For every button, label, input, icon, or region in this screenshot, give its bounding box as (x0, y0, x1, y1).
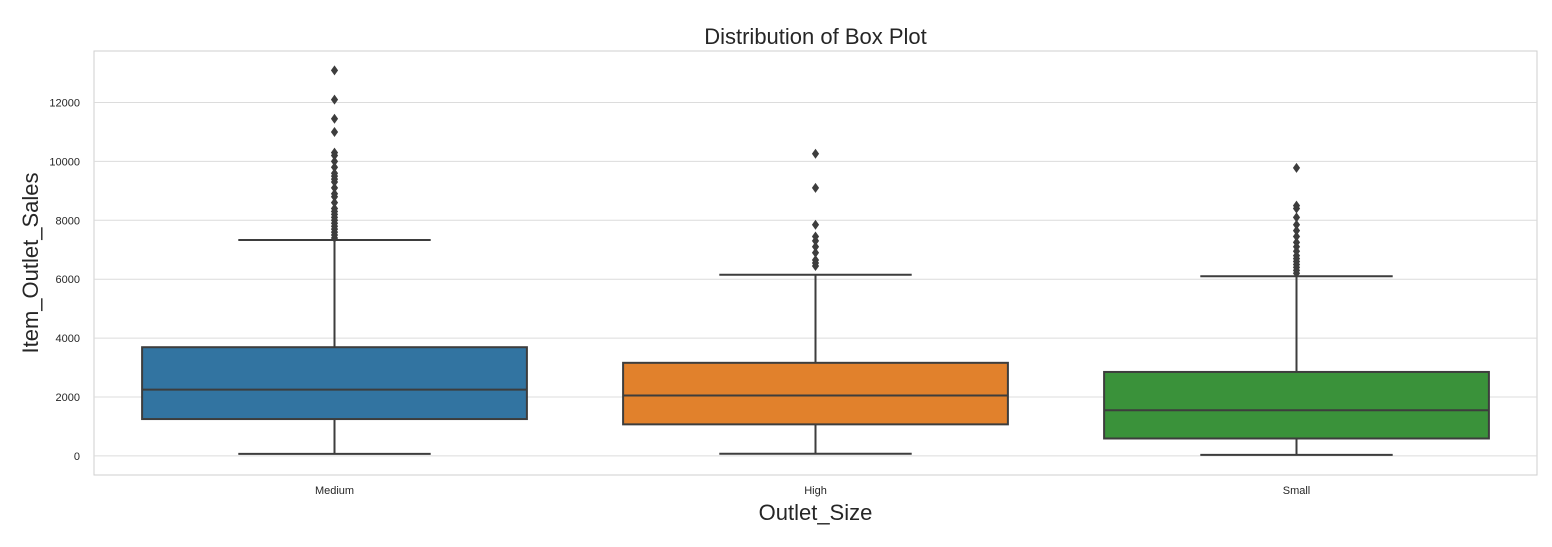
chart-title: Distribution of Box Plot (704, 24, 927, 49)
x-tick-label: Medium (315, 485, 354, 497)
outlier-point (330, 65, 339, 76)
outlier-point (1292, 237, 1301, 248)
box-group-small (1103, 162, 1490, 456)
outlier-point (811, 247, 820, 258)
box-high (622, 361, 1009, 426)
y-tick-label: 0 (74, 451, 80, 463)
y-tick-labels: 0 2000 4000 6000 8000 10000 12000 (49, 98, 80, 463)
outlier-point (811, 255, 820, 266)
outlier-point (330, 113, 339, 124)
x-tick-label: High (804, 485, 827, 497)
outlier-point (1292, 212, 1301, 223)
y-tick-label: 2000 (56, 392, 80, 404)
outlier-point (811, 148, 820, 159)
outlier-point (330, 188, 339, 199)
y-tick-label: 12000 (49, 98, 80, 110)
outlier-point (330, 197, 339, 208)
outlier-point (1292, 231, 1301, 242)
box-group-high (622, 148, 1009, 455)
outlier-point (330, 203, 339, 214)
outlier-point (330, 162, 339, 173)
outlier-point (1292, 162, 1301, 173)
outlier-point (330, 156, 339, 167)
outlier-point (330, 126, 339, 137)
y-tick-label: 6000 (56, 274, 80, 286)
outlier-point (1292, 225, 1301, 236)
x-tick-label: Small (1283, 485, 1311, 497)
box-medium (141, 346, 528, 421)
y-axis-label: Item_Outlet_Sales (18, 173, 43, 354)
outlier-point (330, 168, 339, 179)
x-axis-label: Outlet_Size (759, 500, 873, 525)
x-tick-labels: Medium High Small (315, 485, 1310, 497)
outlier-point (330, 182, 339, 193)
outlier-point (811, 231, 820, 242)
y-tick-label: 10000 (49, 156, 80, 168)
box-group-medium (141, 65, 528, 455)
outlier-point (811, 219, 820, 230)
y-tick-label: 8000 (56, 215, 80, 227)
boxes (141, 65, 1490, 456)
box-small (1103, 370, 1490, 440)
outlier-point (811, 241, 820, 252)
outlier-point (811, 182, 820, 193)
outlier-point (330, 94, 339, 105)
outlier-point (1292, 219, 1301, 230)
outlier-point (1292, 200, 1301, 211)
outlier-point (330, 147, 339, 158)
y-tick-label: 4000 (56, 333, 80, 345)
